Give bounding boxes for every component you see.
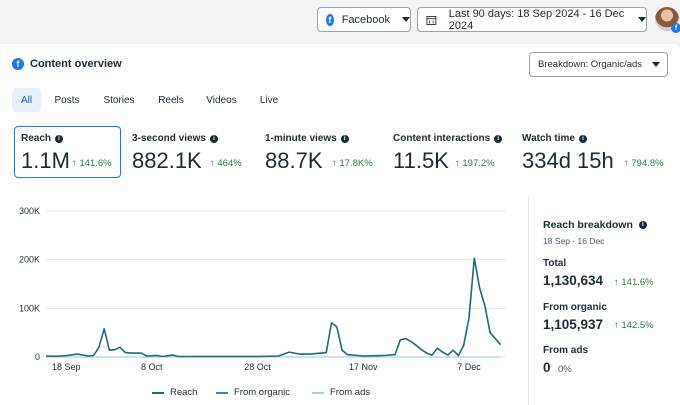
legend-swatch	[216, 391, 228, 394]
breakdown-date: 18 Sep - 16 Dec	[543, 236, 605, 246]
legend-label: Reach	[170, 387, 198, 398]
platform-selector[interactable]: f Facebook	[317, 7, 411, 32]
facebook-badge-icon: f	[671, 23, 680, 33]
ads-change: 0%	[558, 364, 572, 375]
total-change: ↑ 141.6%	[614, 277, 654, 288]
legend-label: From ads	[330, 387, 371, 398]
total-label: Total	[543, 258, 567, 269]
metric-value: 882.1K	[132, 148, 202, 173]
legend-ads[interactable]: From ads	[312, 387, 370, 398]
chevron-down-icon	[638, 17, 646, 22]
breakdown-title: Reach breakdown i	[543, 219, 647, 231]
tab-reels[interactable]: Reels	[153, 88, 189, 112]
metric-title: Content interactions i	[393, 133, 503, 144]
metric-value: 11.5K	[393, 148, 449, 173]
metric-change: ↑ 794.8%	[624, 158, 664, 169]
info-icon: i	[209, 134, 218, 143]
top-bar: f Facebook Last 90 days: 18 Sep 2024 - 1…	[0, 0, 680, 44]
page-title: Content overview	[30, 58, 122, 70]
metric-value: 88.7K	[265, 148, 323, 173]
metric-change: ↑ 17.8K%	[332, 158, 373, 169]
total-value: 1,130,634	[543, 273, 604, 288]
organic-value: 1,105,937	[543, 317, 604, 332]
breakdown-selector-label: Breakdown: Organic/ads	[538, 59, 643, 70]
facebook-icon: f	[12, 58, 24, 70]
info-icon: i	[55, 134, 64, 143]
calendar-icon	[426, 15, 437, 25]
organic-change: ↑ 142.5%	[614, 320, 654, 331]
organic-label: From organic	[543, 302, 607, 313]
date-range-label: Last 90 days: 18 Sep 2024 - 16 Dec 2024	[448, 7, 625, 32]
platform-selector-label: Facebook	[341, 13, 390, 26]
tab-label: Videos	[206, 94, 237, 106]
ads-label: From ads	[543, 345, 589, 356]
tab-posts[interactable]: Posts	[49, 88, 85, 112]
tab-label: All	[20, 94, 33, 106]
metric-title: Watch time i	[522, 133, 587, 144]
metric-change: ↑ 197.2%	[455, 158, 495, 169]
breakdown-selector[interactable]: Breakdown: Organic/ads	[529, 52, 668, 77]
date-range-selector[interactable]: Last 90 days: 18 Sep 2024 - 16 Dec 2024	[417, 7, 647, 32]
legend-swatch	[152, 391, 164, 394]
tab-label: Posts	[54, 94, 80, 106]
metric-value: 334d 15h	[522, 148, 614, 173]
chevron-down-icon	[652, 62, 661, 67]
info-icon: i	[340, 134, 349, 143]
tab-label: Stories	[103, 94, 135, 106]
metric-change: ↑ 464%	[210, 158, 242, 169]
ads-value: 0	[543, 360, 551, 375]
tab-label: Live	[259, 94, 279, 106]
overview-header: f Content overview	[12, 58, 122, 70]
tab-stories[interactable]: Stories	[98, 88, 140, 112]
metric-title: Reach i	[21, 133, 64, 144]
info-icon: i	[494, 134, 503, 143]
tab-videos[interactable]: Videos	[201, 88, 242, 112]
facebook-icon: f	[326, 13, 334, 26]
panel-divider	[528, 196, 529, 405]
legend-reach[interactable]: Reach	[152, 387, 197, 398]
metric-change: ↑ 141.6%	[72, 158, 112, 169]
info-icon: i	[578, 134, 587, 143]
legend-label: From organic	[234, 387, 290, 398]
legend-swatch	[312, 391, 324, 394]
metric-value: 1.1M	[21, 148, 70, 173]
info-icon: i	[638, 221, 647, 229]
metric-reach-card[interactable]	[14, 126, 121, 178]
avatar[interactable]: f	[655, 7, 680, 33]
metric-title: 3-second views i	[132, 133, 218, 144]
tab-live[interactable]: Live	[254, 88, 284, 112]
legend-organic[interactable]: From organic	[216, 387, 290, 398]
tab-label: Reels	[158, 94, 184, 106]
metric-title: 1-minute views i	[265, 133, 349, 144]
chevron-down-icon	[402, 17, 410, 22]
tab-all[interactable]: All	[12, 88, 41, 112]
